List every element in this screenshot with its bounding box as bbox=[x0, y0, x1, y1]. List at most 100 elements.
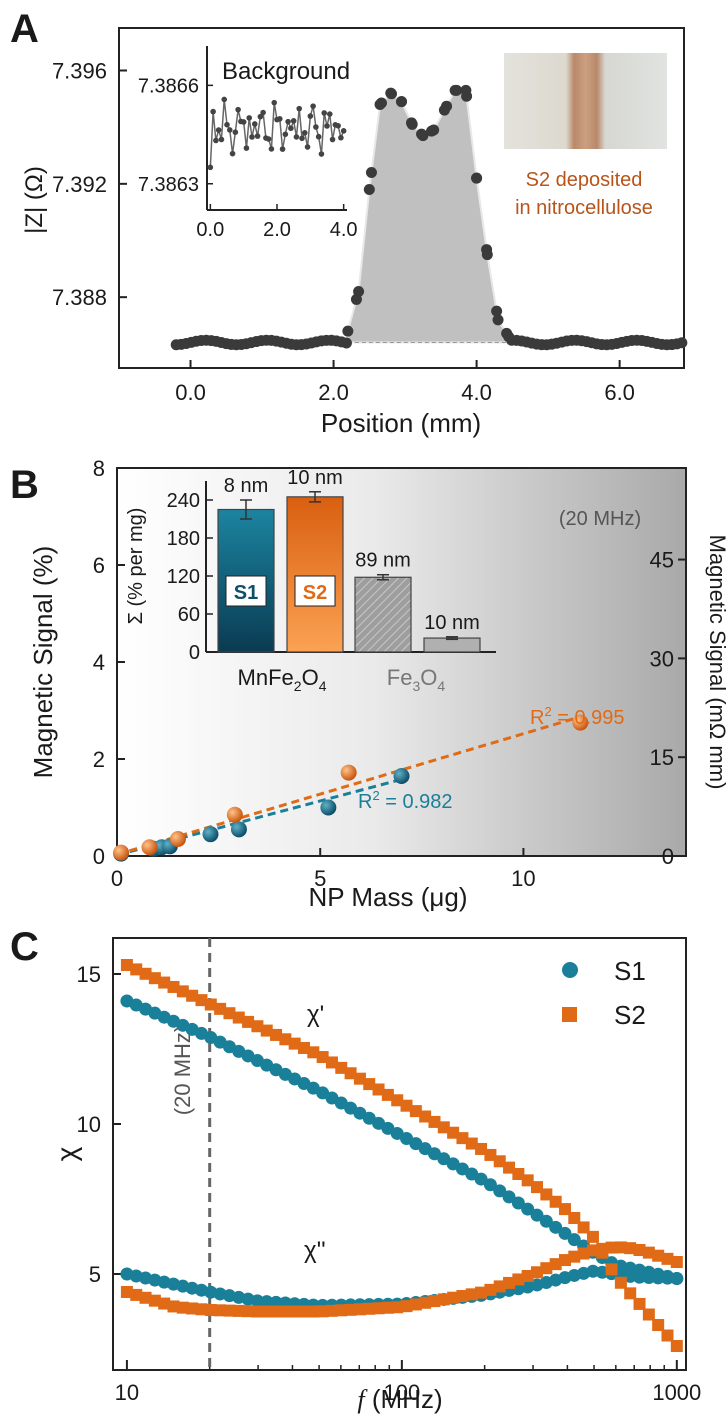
inset-a-noise-point bbox=[324, 123, 330, 129]
b-right-y-tick-label: 30 bbox=[650, 646, 674, 671]
c-point-s2 bbox=[493, 1155, 506, 1168]
panel-a-x-axis-label: Position (mm) bbox=[321, 408, 481, 438]
inset-b-y-tick-label: 180 bbox=[167, 528, 200, 550]
c-point-s2 bbox=[148, 972, 161, 985]
panel-c-data-points bbox=[120, 959, 684, 1352]
c-point-s2 bbox=[297, 1041, 310, 1054]
c-point-s2 bbox=[586, 1244, 599, 1257]
inset-a-noise-point bbox=[207, 164, 214, 171]
inset-b-y-tick-label: 120 bbox=[167, 566, 200, 588]
c-point-s2 bbox=[214, 1304, 227, 1317]
c-point-s2 bbox=[661, 1252, 674, 1265]
b-right-y-tick-label: 45 bbox=[650, 548, 674, 573]
c-point-s2 bbox=[167, 1300, 180, 1313]
inset-a-noise-point bbox=[246, 115, 253, 121]
inset-a-noise-point bbox=[226, 127, 233, 133]
inset-a-noise-point bbox=[329, 136, 336, 143]
c-point-s2 bbox=[419, 1296, 432, 1309]
panel-b-right-y-axis-label: Magnetic Signal (mΩ mm) bbox=[705, 535, 726, 790]
c-point-s1 bbox=[651, 1271, 665, 1285]
inset-a-noise-line bbox=[209, 99, 345, 168]
c-point-s2 bbox=[568, 1211, 581, 1224]
c-point-s2 bbox=[307, 1046, 320, 1059]
c-point-s1 bbox=[633, 1270, 647, 1284]
panel-c-x-axis-label: f (MHz) bbox=[357, 1384, 442, 1414]
c-y-tick-label: 10 bbox=[77, 1112, 101, 1137]
c-point-s2 bbox=[549, 1258, 562, 1271]
c-point-s2 bbox=[428, 1115, 441, 1128]
a-data-point bbox=[438, 104, 450, 116]
b-point-s2 bbox=[572, 714, 589, 731]
c-x-tick-label: 100 bbox=[384, 1380, 421, 1405]
inset-b-bar-badge-label: S2 bbox=[303, 582, 327, 604]
inset-b-bar bbox=[286, 496, 344, 653]
inset-a-y-tick-label: 7.3863 bbox=[138, 174, 199, 196]
b-point-s2 bbox=[141, 839, 158, 856]
inset-a-noise-point bbox=[307, 113, 314, 119]
c-point-s2 bbox=[400, 1099, 413, 1112]
c-point-s2 bbox=[130, 963, 143, 976]
a-x-tick-label: 0.0 bbox=[175, 380, 206, 405]
a-data-point bbox=[342, 325, 354, 337]
c-point-s2 bbox=[437, 1293, 450, 1306]
b-x-tick-label: 5 bbox=[314, 866, 326, 891]
inset-a-noise-point bbox=[313, 124, 319, 130]
inset-a-noise-point bbox=[321, 110, 328, 116]
inset-a-noise-point bbox=[240, 119, 247, 125]
inset-a-noise-point bbox=[326, 111, 333, 117]
inset-a-y-tick-label: 7.3866 bbox=[138, 75, 199, 97]
panel-a-data-points bbox=[170, 84, 688, 351]
c-point-s1 bbox=[642, 1271, 656, 1285]
c-point-s2 bbox=[381, 1088, 394, 1101]
inset-a-noise-point bbox=[288, 125, 294, 132]
c-point-s2 bbox=[512, 1167, 525, 1180]
c-point-s2 bbox=[316, 1051, 329, 1064]
c-point-s1 bbox=[623, 1269, 637, 1283]
c-point-s2 bbox=[363, 1302, 376, 1315]
c-point-s2 bbox=[605, 1241, 618, 1254]
a-x-tick-label: 4.0 bbox=[461, 380, 492, 405]
a-data-point bbox=[340, 337, 352, 349]
a-data-point bbox=[417, 130, 429, 142]
c-point-s2 bbox=[288, 1037, 301, 1050]
b-y-tick-label: 6 bbox=[93, 553, 105, 578]
inset-a-noise-point bbox=[310, 103, 316, 109]
inset-a-noise-point bbox=[251, 121, 258, 127]
c-point-s2 bbox=[577, 1247, 590, 1260]
c-point-s2 bbox=[596, 1242, 609, 1255]
c-point-s1 bbox=[558, 1226, 572, 1240]
c-point-s2 bbox=[493, 1280, 506, 1293]
inset-a-noise-point bbox=[299, 135, 305, 142]
a-data-point bbox=[374, 99, 386, 110]
c-point-s2 bbox=[325, 1304, 338, 1317]
c-point-s2 bbox=[465, 1288, 478, 1301]
panel-letter-a: A bbox=[10, 7, 39, 51]
inset-a-noise-point bbox=[229, 150, 236, 157]
a-data-point bbox=[676, 337, 688, 349]
panel-c-y-ticks: 5 10 15 bbox=[77, 962, 121, 1287]
panel-c-legend: S1 S2 bbox=[562, 956, 646, 1030]
c-point-s2 bbox=[531, 1181, 544, 1194]
a-data-point bbox=[396, 96, 407, 108]
c-point-s1 bbox=[530, 1208, 544, 1222]
inset-a-noise-point bbox=[243, 145, 250, 151]
panel-letter-c: C bbox=[10, 925, 39, 969]
inset-b-size-label: 10 nm bbox=[287, 467, 343, 489]
b-point-s2 bbox=[340, 764, 357, 781]
panel-b-frequency-note: (20 MHz) bbox=[559, 508, 641, 530]
inset-b-group-label-mnfe2o4: MnFe2O4 bbox=[238, 665, 327, 694]
c-point-s2 bbox=[130, 1288, 143, 1301]
c-point-s2 bbox=[447, 1126, 460, 1139]
c-point-s2 bbox=[614, 1241, 627, 1254]
b-point-s2 bbox=[226, 806, 243, 823]
inset-a-x-tick-label: 4.0 bbox=[330, 219, 358, 241]
a-y-tick-label: 7.396 bbox=[52, 59, 107, 84]
c-point-s1 bbox=[511, 1196, 525, 1210]
c-point-s2 bbox=[195, 994, 208, 1007]
inset-b-bar-badge bbox=[294, 575, 336, 607]
panel-b-right-y-ticks: 0 15 30 45 bbox=[650, 548, 686, 869]
a-data-point bbox=[492, 314, 504, 326]
c-point-s2 bbox=[409, 1298, 422, 1311]
c-point-s1 bbox=[539, 1214, 553, 1228]
c-point-s1 bbox=[493, 1184, 507, 1198]
